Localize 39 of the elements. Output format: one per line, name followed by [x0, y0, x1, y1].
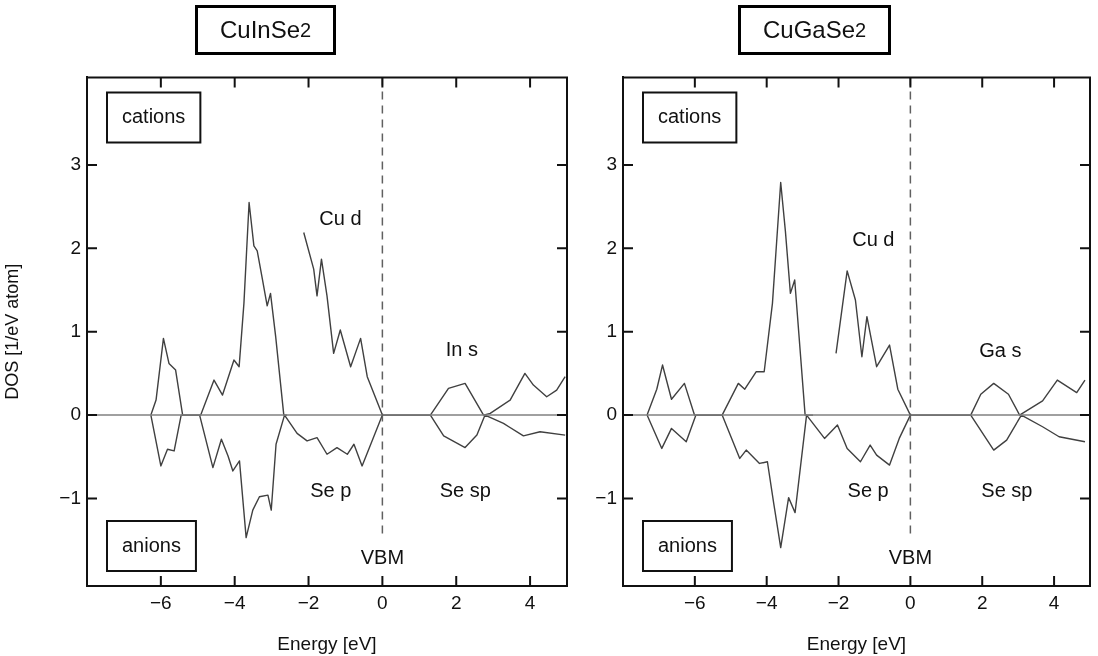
- x-tick-label: 0: [377, 591, 388, 613]
- x-tick-label: −4: [223, 591, 246, 613]
- annotation: In s: [445, 337, 479, 360]
- annotation: Se sp: [439, 479, 491, 502]
- y-tick-label: 0: [70, 403, 81, 425]
- annotation: Se p: [847, 479, 889, 502]
- x-tick-label: 0: [905, 591, 916, 613]
- y-tick-label: 3: [606, 153, 617, 175]
- y-tick-label: 1: [606, 319, 617, 341]
- ref-line-label: VBM: [888, 545, 933, 568]
- x-tick-label: −6: [684, 591, 706, 613]
- x-tick-label: −6: [150, 591, 172, 613]
- annotation: Ga s: [979, 339, 1022, 362]
- x-tick-label: −2: [827, 591, 850, 613]
- annotation: cations: [122, 104, 186, 127]
- x-tick-label: 4: [1048, 591, 1060, 613]
- annotation: cations: [658, 104, 722, 127]
- y-tick-label: −1: [595, 486, 617, 508]
- x-axis-title: Energy [eV]: [806, 632, 907, 654]
- annotation: anions: [658, 533, 717, 556]
- annotation: Cu d: [852, 228, 895, 251]
- x-axis-title: Energy [eV]: [277, 632, 377, 654]
- ref-line-label: VBM: [360, 545, 405, 568]
- x-tick-label: 2: [976, 591, 988, 613]
- annotation: Se sp: [981, 479, 1033, 502]
- y-tick-label: 0: [606, 403, 617, 425]
- annotation: Se p: [310, 479, 352, 502]
- x-tick-label: −2: [297, 591, 320, 613]
- y-tick-label: 3: [70, 153, 81, 175]
- y-tick-label: −1: [59, 486, 81, 508]
- x-tick-label: 4: [524, 591, 536, 613]
- y-axis-title: DOS [1/eV atom]: [1, 263, 22, 400]
- y-tick-label: 2: [70, 236, 81, 258]
- annotation: Cu d: [319, 206, 362, 229]
- y-tick-label: 1: [70, 319, 81, 341]
- x-tick-label: 2: [450, 591, 462, 613]
- y-tick-label: 2: [606, 236, 617, 258]
- x-tick-label: −4: [755, 591, 778, 613]
- annotation: anions: [122, 533, 181, 556]
